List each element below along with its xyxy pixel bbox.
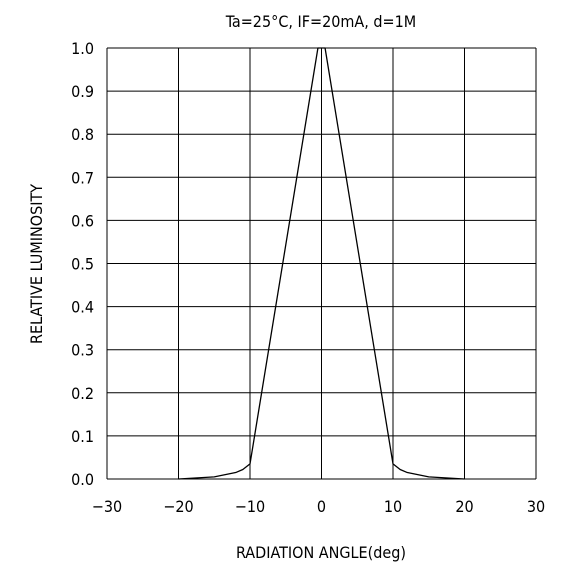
grid bbox=[106, 47, 537, 480]
y-tick-label: 0.2 bbox=[71, 384, 94, 403]
x-tick-label: 20 bbox=[455, 497, 473, 516]
x-tick-label: −20 bbox=[163, 497, 193, 516]
x-tick-label: −10 bbox=[235, 497, 265, 516]
y-tick-label: 0.6 bbox=[71, 211, 94, 230]
y-axis-ticks: 0.0 0.1 0.2 0.3 0.4 0.5 0.6 0.7 0.8 0.9 1.0 bbox=[71, 39, 94, 489]
x-tick-label: 0 bbox=[317, 497, 326, 516]
y-tick-label: 0.1 bbox=[71, 427, 94, 446]
series-line bbox=[178, 47, 465, 480]
x-tick-label: −30 bbox=[92, 497, 122, 516]
y-tick-label: 0.9 bbox=[71, 82, 94, 101]
x-tick-label: 30 bbox=[527, 497, 545, 516]
y-axis-title: RELATIVE LUMINOSITY bbox=[27, 184, 46, 344]
x-tick-label: 10 bbox=[384, 497, 402, 516]
y-tick-label: 0.3 bbox=[71, 341, 94, 360]
x-axis-ticks: −30 −20 −10 0 10 20 30 bbox=[92, 497, 545, 516]
x-axis-title: RADIATION ANGLE(deg) bbox=[236, 543, 406, 562]
y-tick-label: 1.0 bbox=[71, 39, 94, 58]
y-tick-label: 0.0 bbox=[71, 470, 94, 489]
y-tick-label: 0.7 bbox=[71, 168, 94, 187]
y-tick-label: 0.4 bbox=[71, 298, 94, 317]
y-tick-label: 0.5 bbox=[71, 255, 94, 274]
y-tick-label: 0.8 bbox=[71, 125, 94, 144]
chart-title: Ta=25°C, IF=20mA, d=1M bbox=[225, 12, 416, 31]
plot-area bbox=[178, 47, 465, 480]
